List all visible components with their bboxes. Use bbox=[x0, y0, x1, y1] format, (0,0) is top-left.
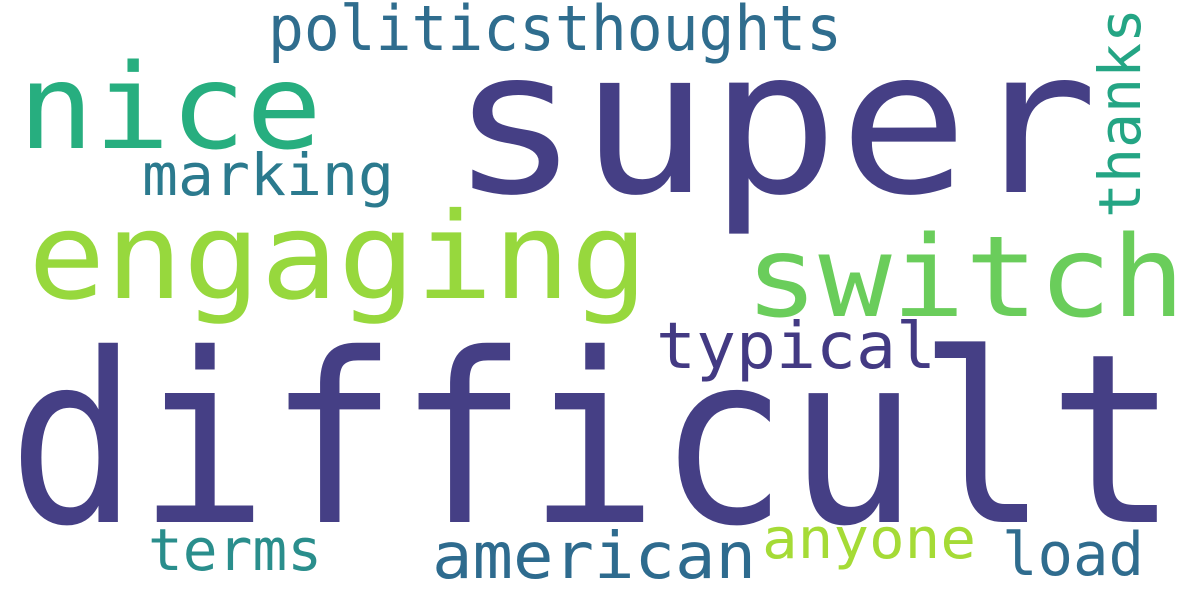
word-typical: typical bbox=[656, 310, 936, 384]
word-thanks: thanks bbox=[1086, 8, 1154, 218]
word-load: load bbox=[1002, 520, 1144, 590]
word-american: american bbox=[432, 520, 756, 594]
word-difficult: difficult bbox=[8, 303, 1178, 578]
word-marking: marking bbox=[142, 141, 394, 209]
word-terms: terms bbox=[148, 516, 322, 584]
word-politicsthoughts: politicsthoughts bbox=[268, 0, 842, 65]
word-switch: switch bbox=[745, 213, 1185, 343]
word-anyone: anyone bbox=[762, 507, 976, 572]
word-nice: nice bbox=[18, 38, 322, 176]
word-engaging: engaging bbox=[28, 188, 648, 327]
word-super: super bbox=[450, 7, 1098, 240]
